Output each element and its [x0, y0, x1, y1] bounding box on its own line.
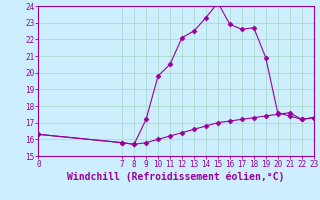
X-axis label: Windchill (Refroidissement éolien,°C): Windchill (Refroidissement éolien,°C)	[67, 172, 285, 182]
